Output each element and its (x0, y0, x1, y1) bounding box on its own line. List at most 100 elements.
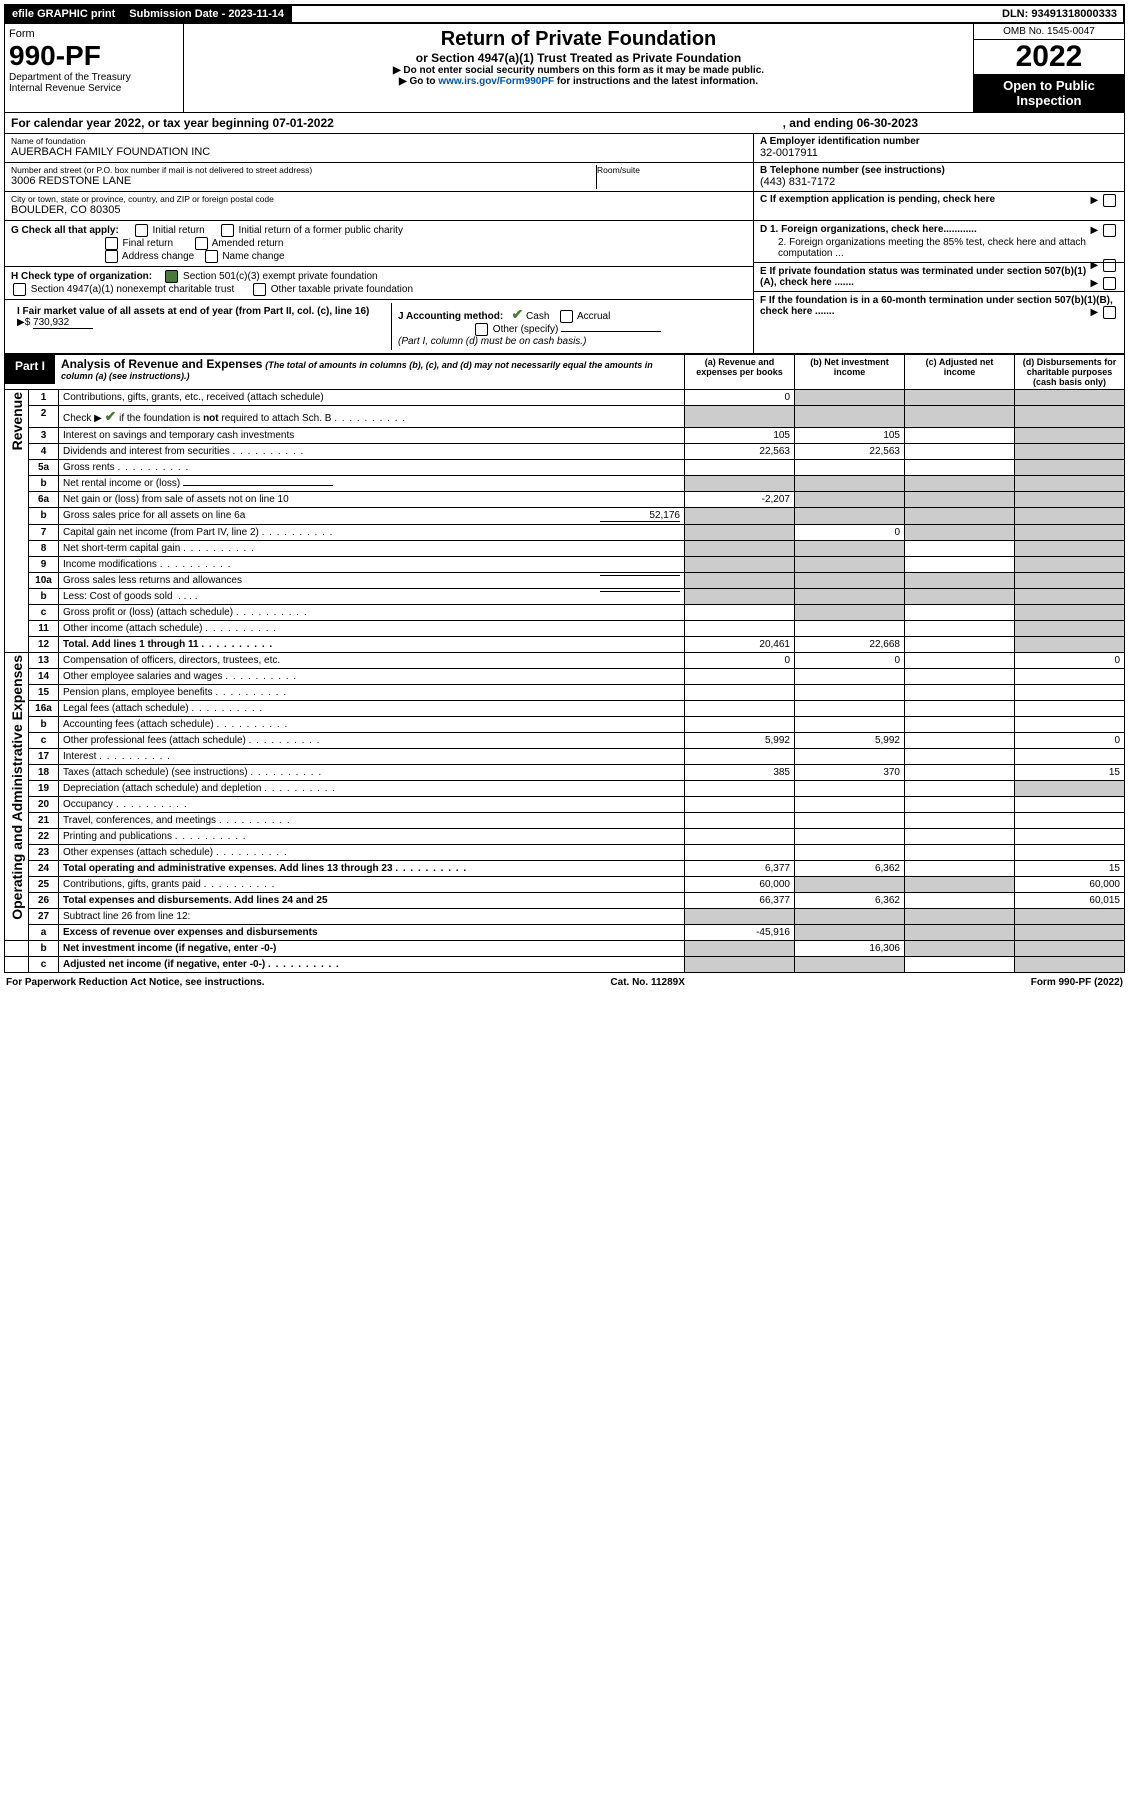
cell-b: 0 (795, 525, 905, 541)
h-opt-1: Section 501(c)(3) exempt private foundat… (183, 271, 378, 282)
g-initial-checkbox[interactable] (135, 224, 148, 237)
j-cash: Cash (526, 311, 549, 322)
address: 3006 REDSTONE LANE (11, 175, 596, 187)
dln: DLN: 93491318000333 (996, 6, 1123, 22)
row-num: 18 (29, 765, 59, 781)
d1-label: D 1. Foreign organizations, check here..… (760, 224, 977, 235)
cell-b: 22,668 (795, 637, 905, 653)
cell-d: 15 (1015, 861, 1125, 877)
info-grid: Name of foundation AUERBACH FAMILY FOUND… (4, 134, 1125, 221)
d2-checkbox[interactable] (1103, 259, 1116, 272)
col-d-header: (d) Disbursements for charitable purpose… (1015, 355, 1125, 390)
d1-checkbox[interactable] (1103, 224, 1116, 237)
row-num: 7 (29, 525, 59, 541)
instr1: ▶ Do not enter social security numbers o… (188, 65, 969, 76)
g-initial-former-checkbox[interactable] (221, 224, 234, 237)
row-desc: Income modifications (59, 557, 685, 573)
cell-d: 15 (1015, 765, 1125, 781)
j-cash-check: ✔ (512, 306, 524, 322)
col-c-header: (c) Adjusted net income (905, 355, 1015, 390)
e-checkbox[interactable] (1103, 277, 1116, 290)
cell-b: 6,362 (795, 893, 905, 909)
c-checkbox[interactable] (1103, 194, 1116, 207)
cell-a: 105 (685, 428, 795, 444)
row-desc: Pension plans, employee benefits (59, 685, 685, 701)
section-e: E If private foundation status was termi… (754, 263, 1124, 292)
col-b-header: (b) Net investment income (795, 355, 905, 390)
row-desc: Travel, conferences, and meetings (59, 813, 685, 829)
h-501c3-checkbox[interactable] (165, 270, 178, 283)
col-a-header: (a) Revenue and expenses per books (685, 355, 795, 390)
row-num: 16a (29, 701, 59, 717)
cell-b: 16,306 (795, 941, 905, 957)
f-checkbox[interactable] (1103, 306, 1116, 319)
row-num: 11 (29, 621, 59, 637)
row-num: c (29, 605, 59, 621)
g-opt-5: Name change (222, 251, 284, 262)
row-num: c (29, 733, 59, 749)
row-desc: Net gain or (loss) from sale of assets n… (59, 492, 685, 508)
form-link[interactable]: www.irs.gov/Form990PF (438, 76, 554, 87)
part1-table: Part I Analysis of Revenue and Expenses … (4, 354, 1125, 973)
g-opt-2: Final return (122, 238, 173, 249)
row-desc: Excess of revenue over expenses and disb… (59, 925, 685, 941)
row-num: 27 (29, 909, 59, 925)
row-num: 17 (29, 749, 59, 765)
instr2: ▶ Go to www.irs.gov/Form990PF for instru… (188, 76, 969, 87)
g-name-checkbox[interactable] (205, 250, 218, 263)
footer-mid: Cat. No. 11289X (610, 977, 684, 988)
row-desc: Depreciation (attach schedule) and deple… (59, 781, 685, 797)
part1-title: Analysis of Revenue and Expenses (61, 357, 262, 371)
tax-year: 2022 (974, 40, 1124, 74)
g-final-checkbox[interactable] (105, 237, 118, 250)
g-amended-checkbox[interactable] (195, 237, 208, 250)
cal-begin: For calendar year 2022, or tax year begi… (11, 116, 334, 130)
efile-label[interactable]: efile GRAPHIC print (6, 6, 123, 22)
j-other: Other (specify) (493, 324, 559, 335)
lower-info: G Check all that apply: Initial return I… (4, 221, 1125, 354)
expenses-side: Operating and Administrative Expenses (5, 653, 29, 941)
row-desc: Total. Add lines 1 through 11 (59, 637, 685, 653)
h-other-checkbox[interactable] (253, 283, 266, 296)
row-desc: Interest on savings and temporary cash i… (59, 428, 685, 444)
j-accrual-checkbox[interactable] (560, 310, 573, 323)
cell-a: -45,916 (685, 925, 795, 941)
row-num: 15 (29, 685, 59, 701)
row-desc: Dividends and interest from securities (59, 444, 685, 460)
row-num: 14 (29, 669, 59, 685)
cell-a: -2,207 (685, 492, 795, 508)
row-desc: Net short-term capital gain (59, 541, 685, 557)
cell-a: 385 (685, 765, 795, 781)
j-other-checkbox[interactable] (475, 323, 488, 336)
row-desc: Net rental income or (loss) (59, 476, 685, 492)
dept: Department of the Treasury (9, 72, 179, 83)
cell-b: 0 (795, 653, 905, 669)
row-num: 10a (29, 573, 59, 589)
g-address-checkbox[interactable] (105, 250, 118, 263)
expenses-label: Operating and Administrative Expenses (9, 655, 25, 920)
footer-left: For Paperwork Reduction Act Notice, see … (6, 977, 265, 988)
row-desc: Taxes (attach schedule) (see instruction… (59, 765, 685, 781)
cell-d: 60,000 (1015, 877, 1125, 893)
row-desc: Net investment income (if negative, ente… (59, 941, 685, 957)
open-inspection: Open to Public Inspection (974, 74, 1124, 112)
row-num: 12 (29, 637, 59, 653)
revenue-label: Revenue (9, 392, 25, 450)
submission-date: Submission Date - 2023-11-14 (123, 6, 292, 22)
row-desc: Total expenses and disbursements. Add li… (59, 893, 685, 909)
footer-right: Form 990-PF (2022) (1031, 977, 1123, 988)
row-num: 23 (29, 845, 59, 861)
row-desc: Gross sales less returns and allowances (59, 573, 685, 589)
cell-a: 5,992 (685, 733, 795, 749)
i-label: I Fair market value of all assets at end… (17, 306, 369, 317)
h-4947-checkbox[interactable] (13, 283, 26, 296)
row-num: 6a (29, 492, 59, 508)
row-num: 19 (29, 781, 59, 797)
cell-a: 60,000 (685, 877, 795, 893)
header: Form 990-PF Department of the Treasury I… (4, 24, 1125, 113)
c-label: C If exemption application is pending, c… (760, 194, 995, 205)
city: BOULDER, CO 80305 (11, 204, 747, 216)
name-label: Name of foundation (11, 136, 747, 146)
row-num: 2 (29, 406, 59, 428)
row-num: 20 (29, 797, 59, 813)
